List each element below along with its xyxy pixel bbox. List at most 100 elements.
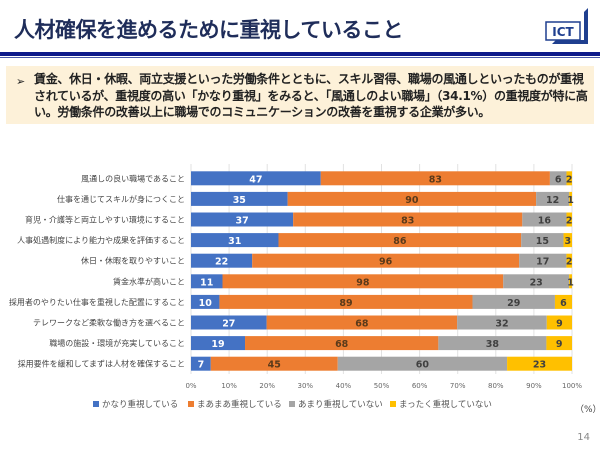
bar-segment <box>191 294 220 309</box>
x-tick-label: 60% <box>412 382 428 390</box>
data-label: 32 <box>495 319 508 330</box>
data-label: 15 <box>536 236 549 247</box>
data-label: 2 <box>566 174 573 185</box>
data-label: 17 <box>536 257 549 268</box>
bar-segment <box>569 274 572 289</box>
legend-swatch <box>188 401 194 407</box>
bar-segment <box>191 274 223 289</box>
category-label: 採用者のやりたい仕事を重視した配置にすること <box>9 297 185 307</box>
header-rule <box>0 52 600 56</box>
legend-label: まあまあ重視している <box>197 399 282 410</box>
data-label: 37 <box>235 216 248 227</box>
data-label: 22 <box>215 257 228 268</box>
data-label: 38 <box>486 339 500 350</box>
data-label: 83 <box>401 216 414 227</box>
bar-segment <box>554 294 572 309</box>
x-tick-label: 40% <box>336 382 352 390</box>
category-label: 休日・休暇を取りやすいこと <box>81 256 185 266</box>
bar-segment <box>191 253 253 268</box>
data-label: 90 <box>405 195 419 206</box>
data-label: 3 <box>564 236 571 247</box>
data-label: 9 <box>556 319 563 330</box>
bar-segment <box>320 171 550 186</box>
bar-segment <box>503 274 570 289</box>
data-label: 12 <box>546 195 559 206</box>
data-label: 11 <box>200 277 213 288</box>
data-label: 2 <box>566 257 573 268</box>
data-label: 1 <box>567 195 574 206</box>
data-label: 31 <box>228 236 241 247</box>
bar-segment <box>521 233 564 248</box>
bar-segment <box>266 315 458 330</box>
data-label: 29 <box>507 298 520 309</box>
data-label: 98 <box>356 277 370 288</box>
header-rule-thin <box>0 57 600 58</box>
bar-segment <box>522 212 567 227</box>
summary-box: ➢ 賃金、休日・休暇、両立支援といった労働条件とともに、スキル習得、職場の風通し… <box>6 66 594 124</box>
bar-segment <box>546 315 572 330</box>
bar-segment <box>191 191 288 206</box>
category-label: 風通しの良い職場であること <box>81 173 185 183</box>
bar-segment <box>191 233 279 248</box>
bar-segment <box>519 253 567 268</box>
legend-label: あまり重視していない <box>298 399 383 410</box>
data-label: 23 <box>530 277 543 288</box>
bar-segment <box>457 315 547 330</box>
x-tick-label: 70% <box>450 382 466 390</box>
bar-segment <box>549 171 567 186</box>
x-tick-label: 30% <box>298 382 314 390</box>
legend-label: かなり重視している <box>102 399 178 410</box>
bar-segment <box>191 212 294 227</box>
page-title: 人材確保を進めるために重視していること <box>14 18 403 42</box>
bar-segment <box>191 336 246 351</box>
bar-segment <box>438 336 547 351</box>
data-label: 6 <box>555 174 562 185</box>
stacked-bar-chart: 0% 10% 20% 30% 40% 50% 60% 70% 80% 90% 100% 風通しの良い職… <box>9 164 582 410</box>
bullet-arrow-icon: ➢ <box>16 75 26 88</box>
data-label: 89 <box>339 298 352 309</box>
bar-segment <box>566 212 572 227</box>
data-label: 47 <box>249 174 262 185</box>
x-tick-label: 10% <box>221 382 237 390</box>
x-tick-label: 100% <box>562 382 582 390</box>
bar-segment <box>191 315 267 330</box>
data-label: 9 <box>556 339 563 350</box>
data-label: 96 <box>379 257 393 268</box>
data-label: 35 <box>233 195 246 206</box>
bar-segment <box>252 253 520 268</box>
logo-text: ICT <box>552 25 574 39</box>
summary-text: 賃金、休日・休暇、両立支援といった労働条件とともに、スキル習得、職場の風通しとい… <box>34 72 588 119</box>
data-label: 7 <box>198 360 205 371</box>
bar-segment <box>191 356 211 371</box>
data-label: 1 <box>567 277 574 288</box>
x-tick-label: 50% <box>374 382 390 390</box>
bar-segment <box>245 336 439 351</box>
data-label: 6 <box>560 298 567 309</box>
category-label: 賃金水準が高いこと <box>113 276 185 286</box>
bar-segment <box>566 253 572 268</box>
ict-logo: ICT <box>545 8 588 44</box>
data-label: 86 <box>393 236 407 247</box>
data-label: 23 <box>533 360 546 371</box>
bar-segment <box>219 294 473 309</box>
data-label: 19 <box>211 339 224 350</box>
bar-segment <box>287 191 537 206</box>
bar-segment <box>222 274 504 289</box>
data-label: 10 <box>199 298 213 309</box>
bar-segment <box>472 294 555 309</box>
x-tick-label: 20% <box>259 382 275 390</box>
category-label: テレワークなど柔軟な働き方を選べること <box>33 318 185 328</box>
legend-swatch <box>390 401 396 407</box>
x-tick-label: 90% <box>526 382 542 390</box>
logo-box <box>545 21 581 41</box>
bar-segment <box>507 356 572 371</box>
bar-segment <box>563 233 572 248</box>
bar-segment <box>569 191 572 206</box>
category-label: 育児・介護等と両立しやすい環境にすること <box>25 215 185 225</box>
bar-segment <box>566 171 572 186</box>
legend-label: まったく重視していない <box>399 399 492 410</box>
data-label: 27 <box>222 319 235 330</box>
bar-segment <box>210 356 338 371</box>
legend-swatch <box>93 401 99 407</box>
bar-segment <box>191 171 321 186</box>
